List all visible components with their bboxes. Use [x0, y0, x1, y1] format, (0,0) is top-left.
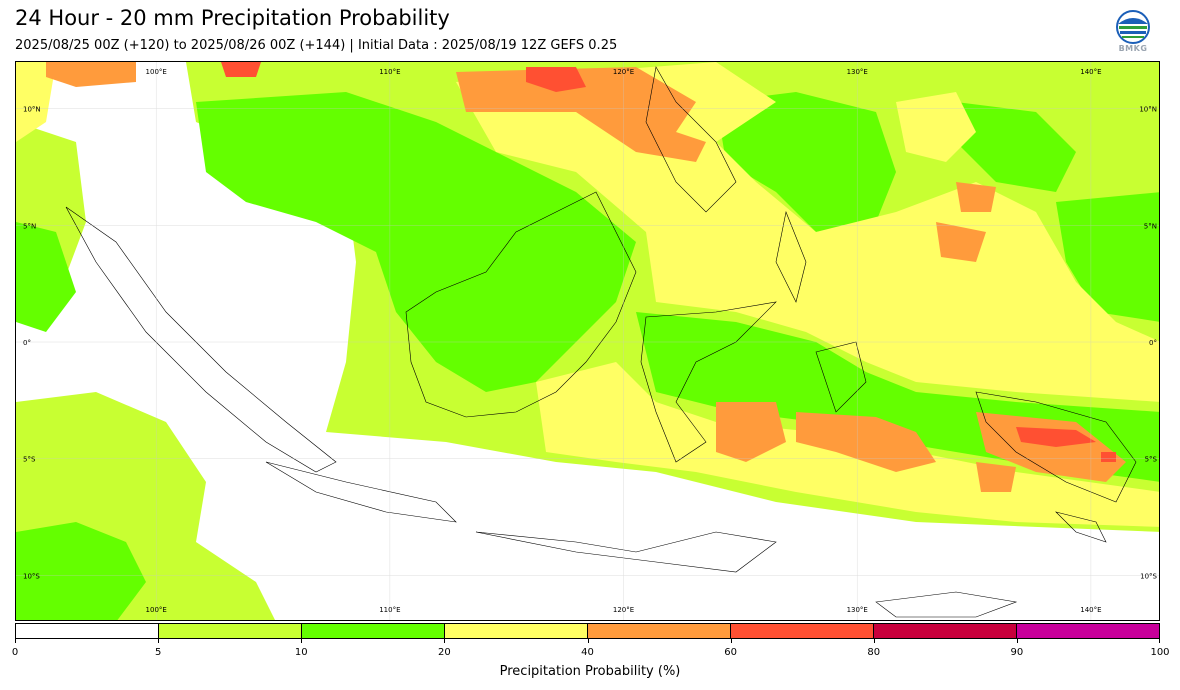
lat-label-left: 0°: [23, 339, 31, 347]
colorbar-tick-mark: [1016, 639, 1018, 643]
precipitation-map[interactable]: 100°E 110°E 120°E 130°E 140°E 100°E 110°E 120°…: [15, 61, 1160, 621]
lon-label-bottom: 130°E: [847, 606, 868, 614]
lat-label-left: 5°S: [23, 456, 36, 464]
colorbar-segment: [16, 624, 159, 638]
lat-label-right: 0°: [1149, 339, 1157, 347]
lat-labels-left: 10°N 5°N 0° 5°S 10°S: [23, 106, 41, 581]
colorbar-tick-mark: [444, 639, 446, 643]
lon-label-top: 100°E: [146, 68, 167, 76]
chart-title: 24 Hour - 20 mm Precipitation Probabilit…: [15, 6, 450, 30]
lon-label-bottom: 120°E: [613, 606, 634, 614]
colorbar-tick-label: 20: [438, 647, 451, 658]
lon-label-bottom: 100°E: [146, 606, 167, 614]
colorbar-segment: [445, 624, 588, 638]
lon-label-top: 130°E: [847, 68, 868, 76]
lat-label-right: 5°S: [1145, 456, 1158, 464]
colorbar-tick-label: 90: [1010, 647, 1024, 658]
map-canvas: 100°E 110°E 120°E 130°E 140°E 100°E 110°E 120°…: [16, 62, 1159, 620]
colorbar-segment: [159, 624, 302, 638]
colorbar-tick-label: 40: [581, 647, 594, 658]
field-10-20: [16, 92, 1159, 620]
colorbar-tick-label: 100: [1150, 647, 1170, 658]
colorbar-tick-mark: [1159, 639, 1160, 643]
lon-label-top: 110°E: [379, 68, 400, 76]
colorbar-tick-label: 10: [294, 647, 308, 658]
colorbar-tick-label: 5: [154, 647, 162, 658]
colorbar: [15, 623, 1160, 639]
coastlines: [65, 66, 1137, 618]
lat-label-right: 10°N: [1139, 106, 1157, 114]
colorbar-tick-mark: [730, 639, 732, 643]
colorbar-segment: [874, 624, 1017, 638]
colorbar-tick-mark: [873, 639, 875, 643]
chart-subtitle: 2025/08/25 00Z (+120) to 2025/08/26 00Z …: [15, 38, 618, 53]
colorbar-tick-label: 0: [11, 647, 19, 658]
colorbar-segment: [1017, 624, 1159, 638]
colorbar-tick-mark: [15, 639, 16, 643]
lon-labels-top: 100°E 110°E 120°E 130°E 140°E: [146, 68, 1102, 76]
lat-label-right: 5°N: [1144, 222, 1157, 230]
colorbar-segment: [588, 624, 731, 638]
bmkg-logo-icon: [1116, 10, 1150, 44]
lat-label-left: 10°N: [23, 106, 41, 114]
colorbar-tick-label: 60: [724, 647, 737, 658]
lat-label-left: 5°N: [23, 222, 36, 230]
colorbar-tick-label: 80: [867, 647, 881, 658]
colorbar-tick-mark: [587, 639, 589, 643]
colorbar-segment: [731, 624, 874, 638]
lat-label-right: 10°S: [1140, 572, 1157, 580]
lat-labels-right: 10°N 5°N 0° 5°S 10°S: [1139, 106, 1157, 581]
colorbar-tick-mark: [158, 639, 160, 643]
lon-label-top: 140°E: [1080, 68, 1101, 76]
logo-text: BMKG: [1118, 44, 1148, 53]
lat-label-left: 10°S: [23, 572, 40, 580]
lon-label-bottom: 110°E: [379, 606, 400, 614]
lon-label-top: 120°E: [613, 68, 634, 76]
field-40-60: [46, 62, 1126, 492]
lon-labels-bottom: 100°E 110°E 120°E 130°E 140°E: [146, 606, 1102, 614]
colorbar-label: Precipitation Probability (%): [499, 664, 681, 679]
graticule: [16, 62, 1159, 620]
field-60-80: [221, 62, 1116, 462]
colorbar-tick-mark: [301, 639, 303, 643]
lon-label-bottom: 140°E: [1080, 606, 1101, 614]
colorbar-segment: [302, 624, 445, 638]
